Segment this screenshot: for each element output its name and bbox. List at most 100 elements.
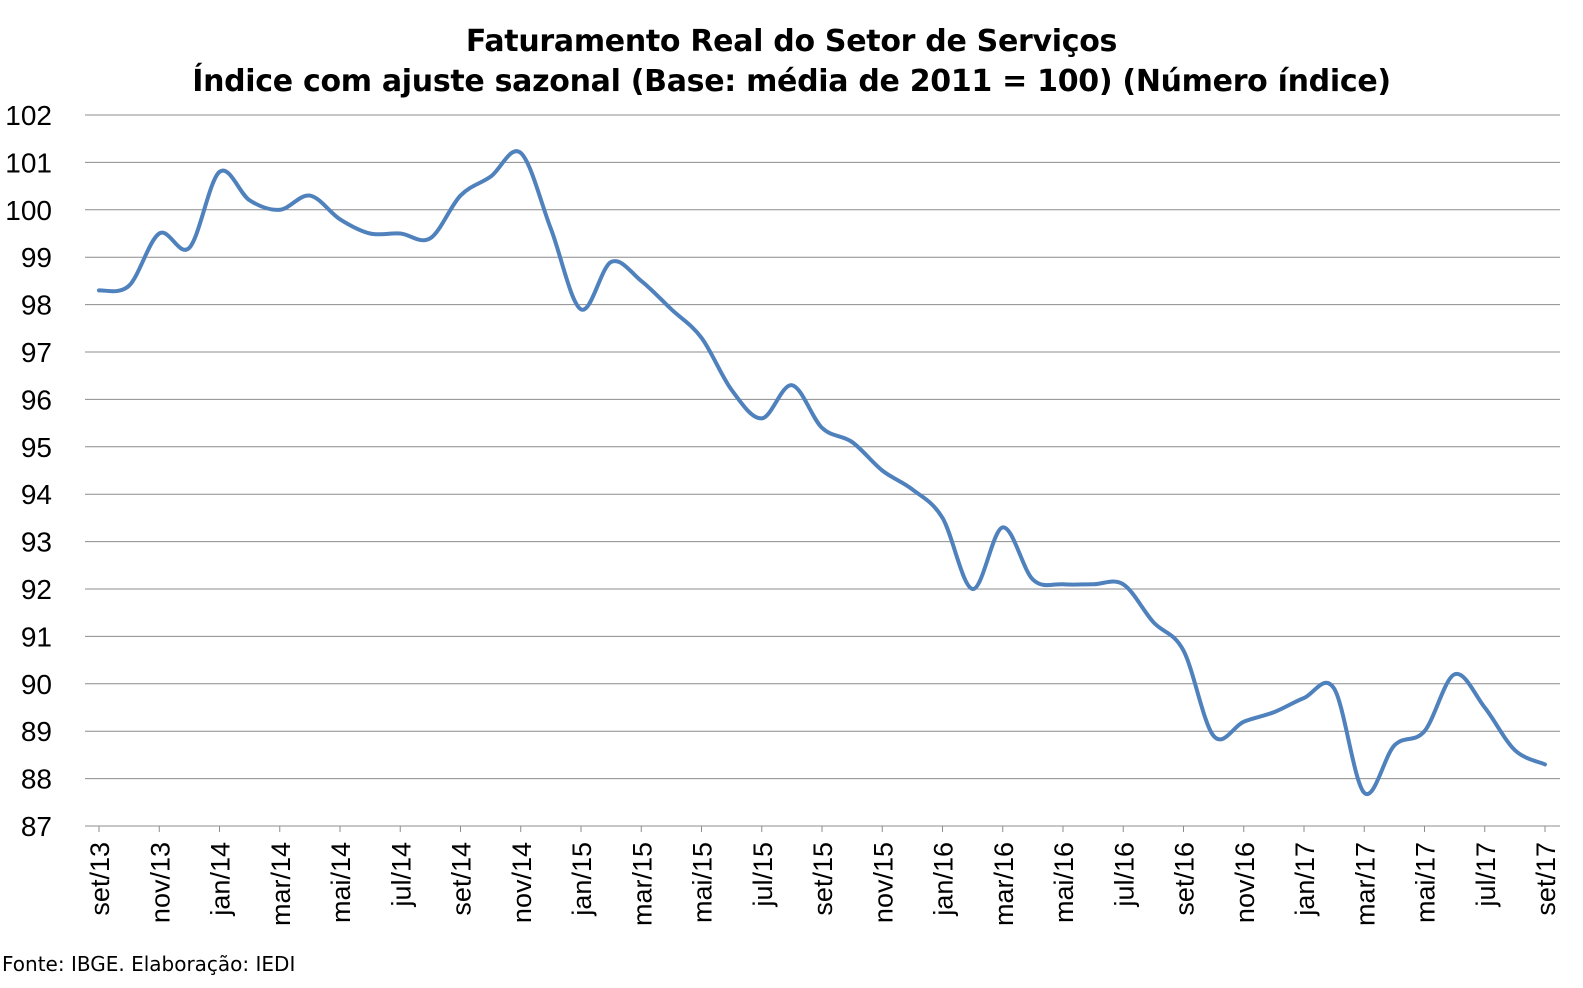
y-tick-label: 97 bbox=[21, 337, 52, 368]
x-tick-label: jan/17 bbox=[1290, 842, 1320, 917]
chart-subtitle: Índice com ajuste sazonal (Base: média d… bbox=[192, 64, 1391, 99]
y-tick-label: 89 bbox=[21, 716, 52, 747]
x-tick-label: mar/15 bbox=[627, 842, 657, 926]
data-point bbox=[1513, 748, 1517, 752]
data-point bbox=[1453, 672, 1457, 676]
data-point bbox=[1483, 706, 1487, 710]
x-axis-ticks: set/13 nov/13 jan/14 mar/14 mai/14 jul/14 set/… bbox=[85, 826, 1561, 926]
data-point bbox=[1302, 696, 1306, 700]
data-point bbox=[609, 260, 613, 264]
data-point bbox=[157, 232, 161, 236]
data-point bbox=[1061, 582, 1065, 586]
chart-title: Faturamento Real do Setor de Serviços bbox=[465, 24, 1118, 59]
data-point bbox=[248, 198, 252, 202]
x-tick-label: mar/14 bbox=[266, 842, 296, 926]
data-point bbox=[549, 227, 553, 231]
data-point bbox=[1001, 525, 1005, 529]
data-point bbox=[1182, 649, 1186, 653]
x-tick-label: mai/17 bbox=[1411, 842, 1441, 923]
y-tick-label: 90 bbox=[21, 669, 52, 700]
data-point bbox=[459, 194, 463, 198]
data-point bbox=[308, 194, 312, 198]
data-point bbox=[820, 426, 824, 430]
data-point bbox=[639, 279, 643, 283]
x-tick-label: mai/16 bbox=[1049, 842, 1079, 923]
y-tick-label: 98 bbox=[21, 290, 52, 321]
data-point bbox=[278, 208, 282, 212]
y-tick-label: 87 bbox=[21, 811, 52, 842]
data-point bbox=[368, 232, 372, 236]
data-point bbox=[730, 388, 734, 392]
data-point bbox=[1392, 743, 1396, 747]
x-tick-label: jul/17 bbox=[1471, 842, 1501, 908]
data-point bbox=[187, 246, 191, 250]
y-axis-ticks: 87 88 89 90 91 92 93 94 95 96 97 98 99 100 101 102 bbox=[5, 100, 52, 842]
data-point bbox=[1151, 620, 1155, 624]
data-point bbox=[700, 336, 704, 340]
y-tick-label: 93 bbox=[21, 527, 52, 558]
x-tick-label: mar/17 bbox=[1350, 842, 1380, 926]
data-point bbox=[1362, 791, 1366, 795]
data-point bbox=[790, 383, 794, 387]
x-tick-label: nov/15 bbox=[868, 842, 898, 923]
data-point bbox=[519, 151, 523, 155]
data-point bbox=[850, 440, 854, 444]
data-point bbox=[1423, 729, 1427, 733]
series bbox=[97, 149, 1547, 797]
x-tick-label: nov/16 bbox=[1230, 842, 1260, 923]
data-point bbox=[941, 516, 945, 520]
data-point bbox=[398, 232, 402, 236]
data-point bbox=[1212, 734, 1216, 738]
x-tick-label: set/16 bbox=[1170, 842, 1200, 916]
data-point bbox=[338, 217, 342, 221]
y-tick-label: 99 bbox=[21, 242, 52, 273]
gridlines bbox=[85, 114, 1560, 827]
data-point bbox=[218, 170, 222, 174]
x-tick-label: set/13 bbox=[85, 842, 115, 916]
data-point bbox=[1031, 578, 1035, 582]
source-note: Fonte: IBGE. Elaboração: IEDI bbox=[2, 952, 296, 976]
y-tick-label: 101 bbox=[5, 147, 52, 178]
x-tick-label: mar/16 bbox=[989, 842, 1019, 926]
x-tick-label: set/17 bbox=[1531, 842, 1561, 916]
x-tick-label: mai/15 bbox=[688, 842, 718, 923]
x-tick-label: set/15 bbox=[808, 842, 838, 916]
x-tick-label: jul/14 bbox=[386, 842, 416, 908]
data-point bbox=[97, 288, 101, 292]
x-tick-label: jul/15 bbox=[748, 842, 778, 908]
x-tick-label: mai/14 bbox=[326, 842, 356, 923]
data-point bbox=[127, 284, 131, 288]
y-tick-label: 102 bbox=[5, 100, 52, 131]
series-line bbox=[97, 149, 1547, 797]
data-point bbox=[1543, 762, 1547, 766]
data-point bbox=[1091, 582, 1095, 586]
x-tick-label: nov/14 bbox=[507, 842, 537, 923]
x-tick-label: set/14 bbox=[447, 842, 477, 916]
data-point bbox=[428, 236, 432, 240]
data-point bbox=[1121, 582, 1125, 586]
data-point bbox=[910, 487, 914, 491]
x-tick-label: jan/15 bbox=[567, 842, 597, 917]
y-tick-label: 95 bbox=[21, 432, 52, 463]
y-tick-label: 88 bbox=[21, 764, 52, 795]
y-tick-label: 100 bbox=[5, 195, 52, 226]
y-tick-label: 94 bbox=[21, 479, 52, 510]
data-point bbox=[1242, 720, 1246, 724]
data-point bbox=[669, 307, 673, 311]
x-tick-label: jul/16 bbox=[1109, 842, 1139, 908]
data-point bbox=[1332, 687, 1336, 691]
data-point bbox=[579, 307, 583, 311]
data-point bbox=[880, 469, 884, 473]
y-tick-label: 92 bbox=[21, 574, 52, 605]
x-tick-label: jan/16 bbox=[929, 842, 959, 917]
data-point bbox=[489, 175, 493, 179]
data-point bbox=[1272, 710, 1276, 714]
x-tick-label: nov/13 bbox=[145, 842, 175, 923]
data-point bbox=[760, 416, 764, 420]
y-tick-label: 96 bbox=[21, 384, 52, 415]
y-tick-label: 91 bbox=[21, 621, 52, 652]
x-tick-label: jan/14 bbox=[206, 842, 236, 917]
data-point bbox=[971, 587, 975, 591]
